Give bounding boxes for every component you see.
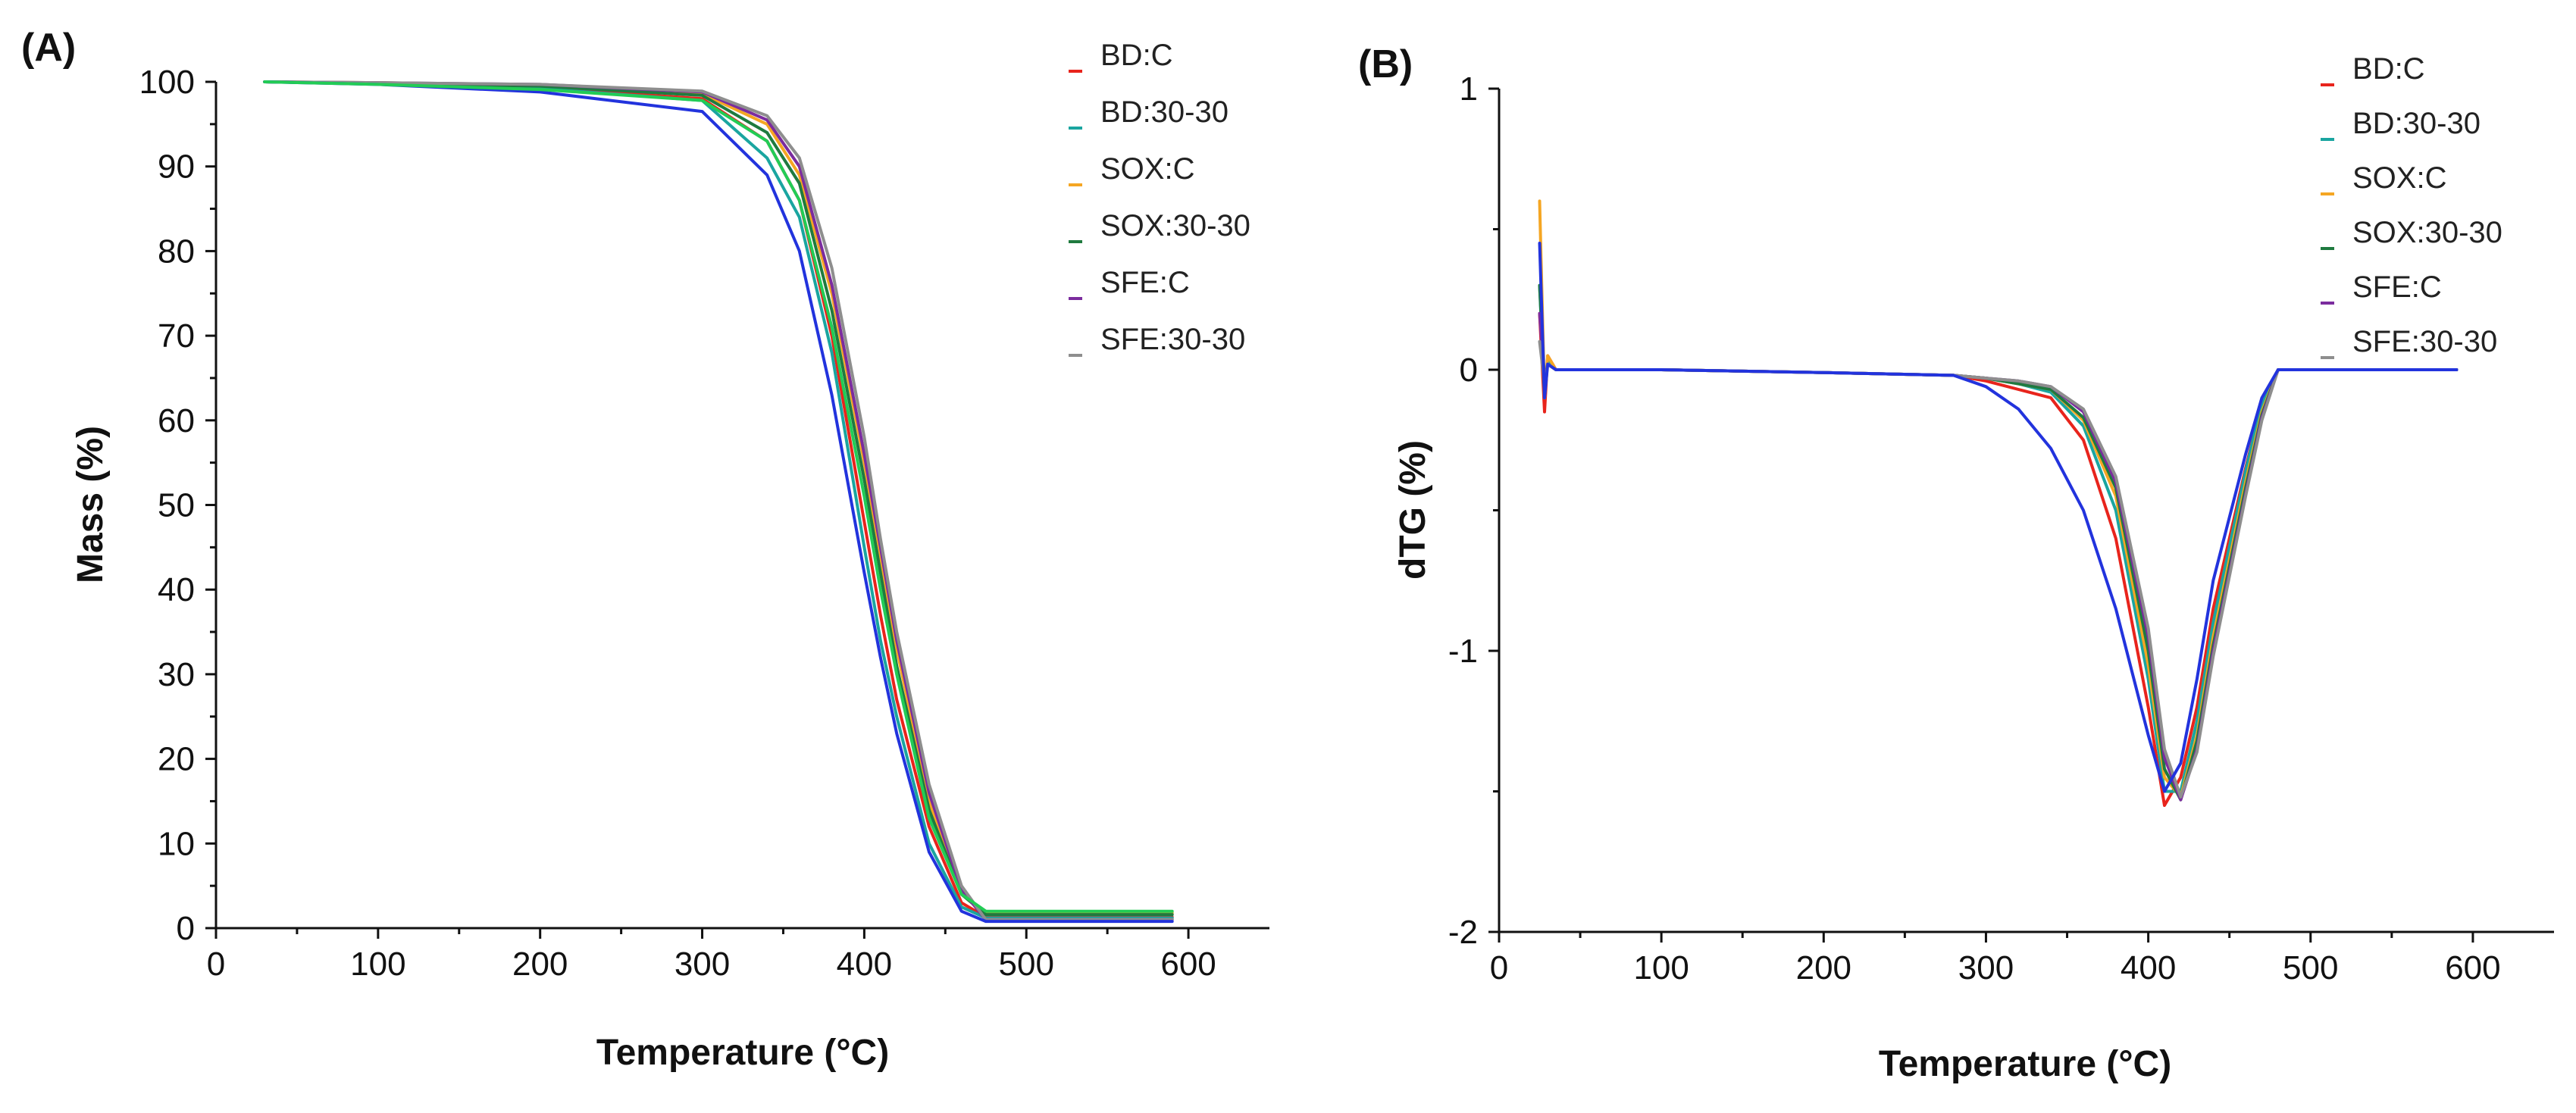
x-tick-label: 500	[999, 946, 1054, 983]
y-tick-label: 20	[158, 741, 195, 778]
x-tick-label: 0	[207, 946, 225, 983]
legend-label: SFE:30-30	[1100, 323, 1245, 356]
series-line-sfe-30-30	[263, 80, 1174, 921]
legend-label: SFE:C	[1100, 266, 1190, 299]
y-tick-label: 1	[1460, 70, 1478, 108]
y-tick-label: 100	[139, 64, 195, 101]
x-axis-title-a: Temperature (°C)	[596, 1033, 889, 1073]
x-tick-label: 300	[675, 946, 730, 983]
panel-label-a: (A)	[21, 26, 76, 70]
x-tick-label: 300	[1958, 949, 2014, 986]
legend-label: SOX:30-30	[2352, 216, 2502, 249]
legend-label: BD:C	[1100, 39, 1173, 72]
y-tick-label: 0	[177, 910, 195, 947]
tick-group-b: 0 100 200 300 400 500 600 -2 -1 0 1	[1448, 70, 2501, 986]
y-tick-label: 0	[1460, 352, 1478, 389]
y-tick-label: 90	[158, 149, 195, 186]
y-axis-title-a: Mass (%)	[70, 426, 111, 583]
series-line-unlabeled-6	[263, 80, 1174, 924]
legend-b: BD:C BD:30-30 SOX:C SOX:30-30 SFE:C SFE:30-30	[2321, 52, 2502, 359]
legend-label: BD:C	[2352, 52, 2425, 86]
y-tick-label: -2	[1448, 914, 1478, 951]
x-tick-label: 200	[1796, 949, 1851, 986]
legend-label: SOX:C	[2352, 161, 2446, 195]
y-tick-label: 80	[158, 233, 195, 270]
x-tick-label: 600	[1160, 946, 1216, 983]
panel-b: (B) 0 100 200 300 400 500 600 -2 -1 0 1 Temperatur…	[1358, 42, 2554, 1084]
legend-label: SFE:30-30	[2352, 325, 2497, 358]
panel-a: (A) 0 100 200 300 400 500 600 0 10 20 30 40 50 60 70 80…	[21, 26, 1269, 1073]
legend-a: BD:C BD:30-30 SOX:C SOX:30-30 SFE:C SFE:30-30	[1069, 39, 1250, 357]
y-tick-label: 30	[158, 656, 195, 693]
series-line-sox-30-30	[263, 80, 1174, 917]
series-line-unlabeled-7	[263, 80, 1174, 913]
x-tick-label: 100	[1633, 949, 1689, 986]
x-tick-label: 400	[2121, 949, 2176, 986]
y-tick-label: 60	[158, 402, 195, 439]
tick-group-a: 0 100 200 300 400 500 600 0 10 20 30 40 50 60 70 80 90 10…	[139, 64, 1216, 983]
y-tick-label: 10	[158, 825, 195, 862]
x-tick-label: 600	[2445, 949, 2500, 986]
x-tick-label: 400	[837, 946, 892, 983]
series-line-unlabeled-6	[1538, 242, 2459, 793]
legend-label: SFE:C	[2352, 270, 2442, 304]
x-tick-label: 0	[1490, 949, 1508, 986]
legend-label: BD:30-30	[1100, 95, 1229, 129]
x-tick-label: 500	[2283, 949, 2338, 986]
plot-area-a	[263, 80, 1174, 924]
x-tick-label: 200	[512, 946, 568, 983]
legend-label: BD:30-30	[2352, 107, 2481, 140]
legend-label: SOX:C	[1100, 152, 1194, 186]
panel-label-b: (B)	[1358, 42, 1413, 86]
y-axis-title-b: dTG (%)	[1393, 440, 1433, 580]
x-tick-label: 100	[350, 946, 405, 983]
x-axis-title-b: Temperature (°C)	[1879, 1044, 2171, 1084]
y-tick-label: 40	[158, 571, 195, 608]
plot-area-b	[1538, 199, 2459, 807]
y-tick-label: -1	[1448, 633, 1478, 670]
y-tick-label: 70	[158, 317, 195, 355]
legend-label: SOX:30-30	[1100, 209, 1250, 242]
y-tick-label: 50	[158, 487, 195, 524]
